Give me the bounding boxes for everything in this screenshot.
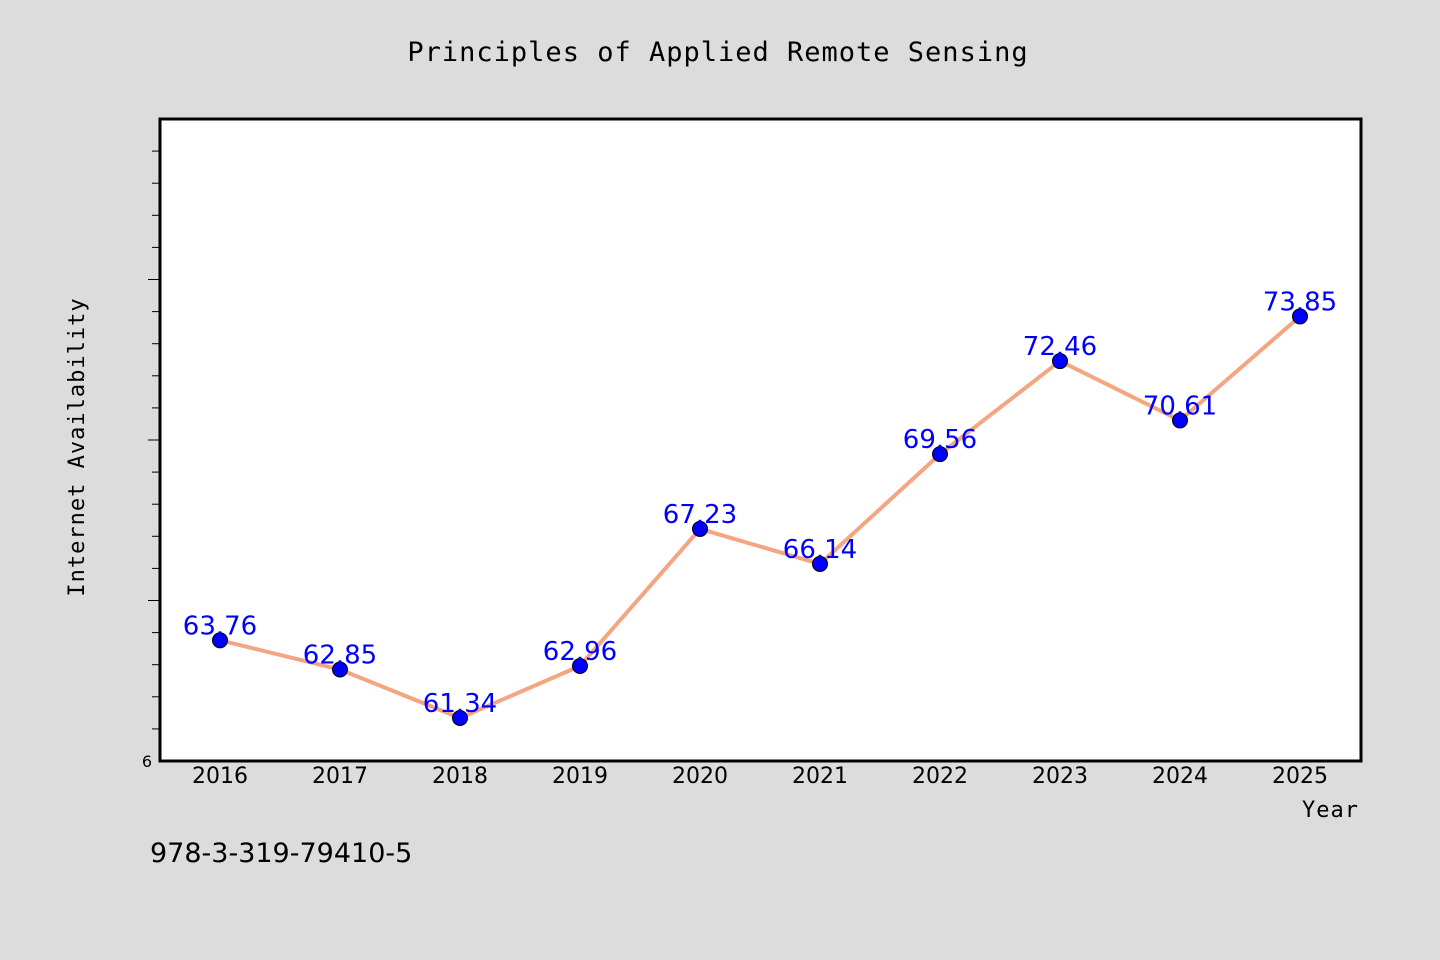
data-point-marker <box>812 555 828 572</box>
x-tick-label: 2022 <box>912 764 968 789</box>
data-label: 63.76 <box>183 611 257 641</box>
chart-title: Principles of Applied Remote Sensing <box>407 37 1028 68</box>
data-point-marker <box>212 632 228 649</box>
data-label: 73.85 <box>1263 287 1337 317</box>
x-tick-label: 2017 <box>312 764 368 789</box>
marker-group <box>212 308 1308 726</box>
data-label: 70.61 <box>1143 391 1217 421</box>
data-label: 69.56 <box>903 425 977 455</box>
x-tick-label: 2019 <box>552 764 608 789</box>
data-label: 61.34 <box>423 689 497 719</box>
data-point-marker <box>452 709 468 726</box>
data-point-marker <box>692 520 708 537</box>
data-label: 62.85 <box>303 641 377 671</box>
data-label: 72.46 <box>1023 332 1097 362</box>
x-tick-label: 2020 <box>672 764 728 789</box>
y-axis-ticks <box>148 150 160 730</box>
series-line-group <box>219 314 1302 720</box>
plot-area <box>158 117 1363 763</box>
data-point-marker <box>332 661 348 678</box>
x-tick-label: 2024 <box>1152 764 1208 789</box>
series-line <box>219 314 1302 720</box>
data-point-marker <box>932 446 948 463</box>
x-tick-label: 2016 <box>192 764 248 789</box>
x-tick-label: 2025 <box>1272 764 1328 789</box>
x-tick-label: 2018 <box>432 764 488 789</box>
data-label: 67.23 <box>663 500 737 530</box>
y-axis-label: Internet Availability <box>65 297 90 596</box>
data-point-marker <box>1172 412 1188 429</box>
x-tick-label: 2021 <box>792 764 848 789</box>
y-tick-label: 6 <box>142 752 152 771</box>
x-tick-label: 2023 <box>1032 764 1088 789</box>
data-point-marker <box>1292 308 1308 325</box>
data-label: 66.14 <box>783 535 857 565</box>
x-axis-label: Year <box>1302 798 1359 823</box>
data-point-marker <box>1052 353 1068 370</box>
data-label-group: 63.76 62.85 61.34 62.96 67.23 66.14 69.56 72.46… <box>183 287 1337 719</box>
isbn-text: 978-3-319-79410-5 <box>150 838 412 869</box>
x-axis-ticks: 2016 2017 2018 2019 2020 2021 2022 2023 2024 2025 <box>192 764 1328 789</box>
data-label: 62.96 <box>543 637 617 667</box>
data-point-marker <box>572 657 588 674</box>
